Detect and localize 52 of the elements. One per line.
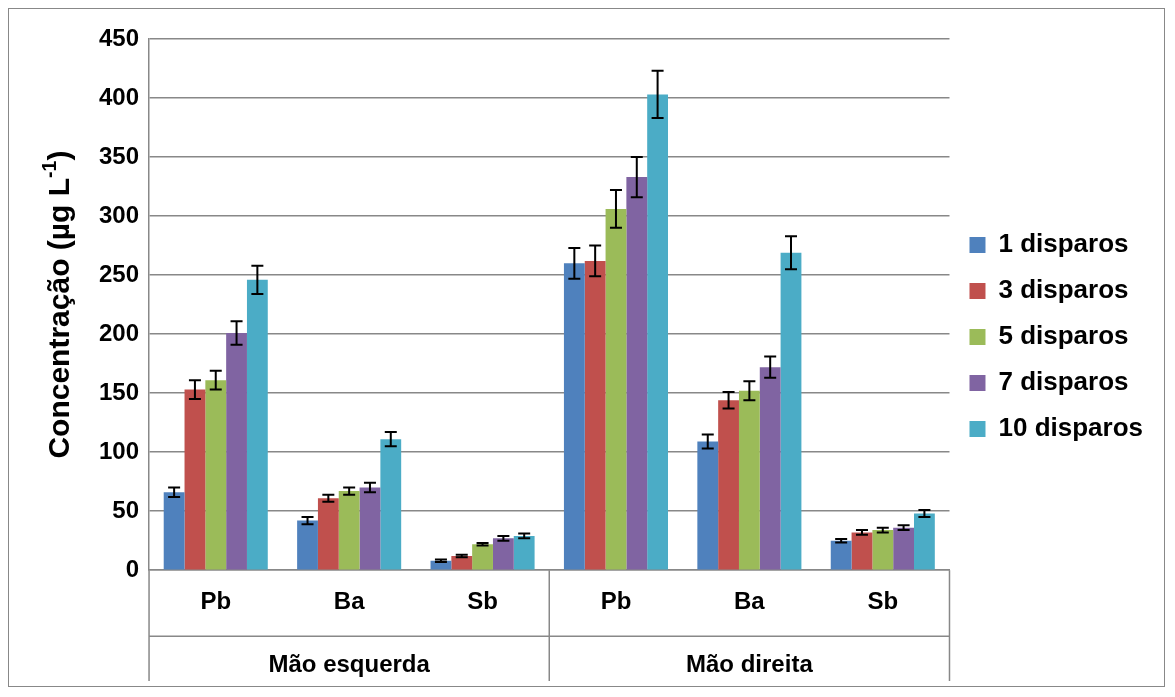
- bar: [584, 260, 606, 570]
- bar: [246, 279, 268, 570]
- y-tick-label: 50: [112, 495, 140, 523]
- x-tick-label: Pb: [200, 587, 232, 615]
- x-tick-label: Sb: [467, 587, 498, 615]
- bar: [492, 538, 514, 570]
- bar: [914, 513, 935, 570]
- bar: [647, 94, 668, 570]
- y-tick-label: 450: [99, 23, 140, 51]
- bar: [472, 544, 493, 570]
- legend-label: 5 disparos: [998, 320, 1129, 351]
- bar: [759, 367, 781, 570]
- text: Mão direita: [686, 649, 814, 677]
- x-tick-label: Sb: [867, 587, 899, 615]
- bar: [163, 492, 185, 570]
- y-tick-label: 250: [99, 259, 140, 287]
- legend-label: 7 disparos: [998, 366, 1129, 397]
- bar: [380, 439, 402, 570]
- bar: [184, 389, 206, 570]
- bar: [626, 177, 648, 570]
- text: Mão esquerda: [268, 649, 431, 677]
- bar: [359, 487, 381, 570]
- bar: [718, 400, 739, 570]
- y-tick-label: 200: [99, 318, 140, 346]
- bar: [338, 491, 360, 570]
- x-tick-label: Ba: [734, 587, 766, 615]
- y-tick-label: 400: [99, 82, 140, 110]
- bar: [317, 498, 339, 570]
- y-tick-label: 350: [99, 141, 140, 169]
- legend-label: 1 disparos: [998, 228, 1129, 259]
- y-tick-label: 0: [125, 554, 140, 582]
- bar: [851, 532, 873, 570]
- bar: [297, 520, 318, 570]
- bar: [893, 527, 914, 570]
- bar: [563, 263, 585, 570]
- bar: [697, 441, 719, 570]
- bar: [605, 208, 627, 570]
- bar: [738, 390, 760, 570]
- legend-label: 10 disparos: [998, 412, 1143, 443]
- bar: [513, 535, 535, 570]
- bar: [226, 332, 247, 570]
- y-tick-label: 300: [99, 200, 140, 228]
- bar: [830, 540, 852, 570]
- y-tick-label: 100: [99, 436, 140, 464]
- y-axis-title: Concentração (µg L-1): [37, 150, 76, 459]
- legend-label: 3 disparos: [998, 274, 1129, 305]
- x-tick-label: Ba: [333, 587, 366, 615]
- bar: [872, 530, 894, 570]
- bar: [780, 252, 802, 570]
- bar: [205, 380, 227, 570]
- y-tick-label: 150: [99, 377, 140, 405]
- x-tick-label: Pb: [600, 587, 632, 615]
